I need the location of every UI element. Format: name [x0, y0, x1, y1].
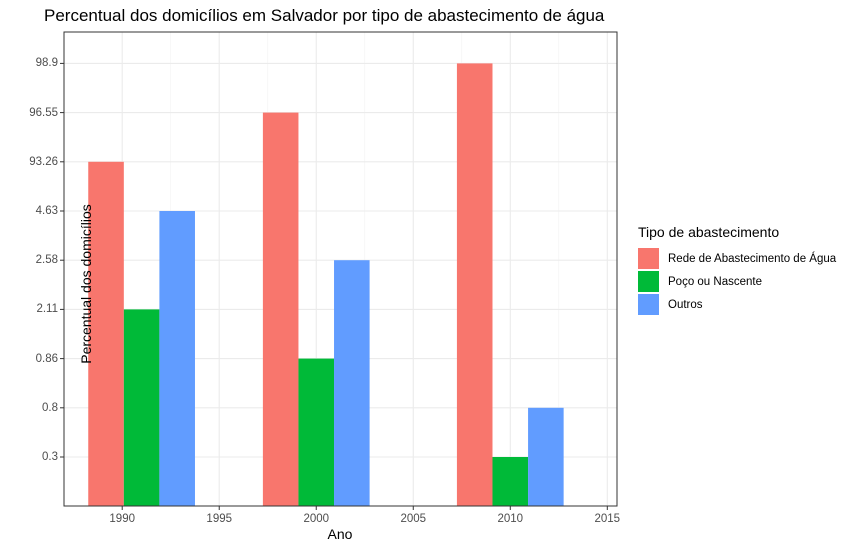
bar-2010-0	[456, 63, 493, 507]
chart-title: Percentual dos domicílios em Salvador po…	[44, 6, 605, 25]
y-tick-label: 0.8	[42, 401, 58, 414]
legend-label: Outros	[668, 298, 703, 311]
x-axis-label-text: Ano	[327, 526, 353, 542]
x-tick-label: 2010	[497, 513, 524, 525]
bar-2010-2	[528, 407, 564, 506]
y-tick-label: 0.3	[42, 451, 58, 463]
bar-2010-1	[492, 457, 529, 506]
legend: Tipo de abastecimento Rede de Abastecime…	[638, 224, 836, 316]
legend-item: Outros	[638, 293, 836, 316]
legend-label: Rede de Abastecimento de Água	[668, 252, 837, 265]
x-tick-label: 1995	[206, 513, 233, 525]
y-tick-label: 2.11	[36, 303, 58, 316]
legend-item: Poço ou Nascente	[638, 270, 836, 293]
bar-2000-0	[262, 112, 299, 506]
y-tick-label: 0.86	[35, 352, 58, 365]
bar-1991-2	[159, 211, 195, 506]
x-tick-label: 2000	[303, 513, 330, 525]
legend-item: Rede de Abastecimento de Água	[638, 247, 836, 270]
legend-swatch	[638, 248, 659, 269]
bar-1991-0	[88, 161, 124, 507]
y-tick-label: 96.55	[29, 106, 58, 119]
y-tick-label: 2.58	[35, 254, 58, 267]
y-axis-label: Percentual dos domicílios	[77, 204, 94, 364]
x-tick-label: 2015	[594, 513, 621, 525]
x-tick-label: 1990	[109, 513, 135, 525]
y-tick-label: 98.9	[35, 57, 58, 70]
legend-items: Rede de Abastecimento de Água Poço ou Nas…	[638, 247, 836, 316]
panel-border	[63, 31, 618, 507]
bar-1991-1	[123, 309, 160, 506]
y-tick-label: 4.63	[35, 205, 58, 217]
bar-2000-1	[298, 358, 335, 506]
x-tick-label: 2005	[400, 513, 427, 525]
legend-swatch	[638, 271, 659, 292]
legend-label: Poço ou Nascente	[668, 275, 762, 288]
bar-2000-2	[334, 260, 370, 506]
legend-swatch	[638, 294, 659, 315]
legend-title: Tipo de abastecimento	[638, 224, 780, 240]
y-tick-label: 93.26	[29, 155, 58, 168]
